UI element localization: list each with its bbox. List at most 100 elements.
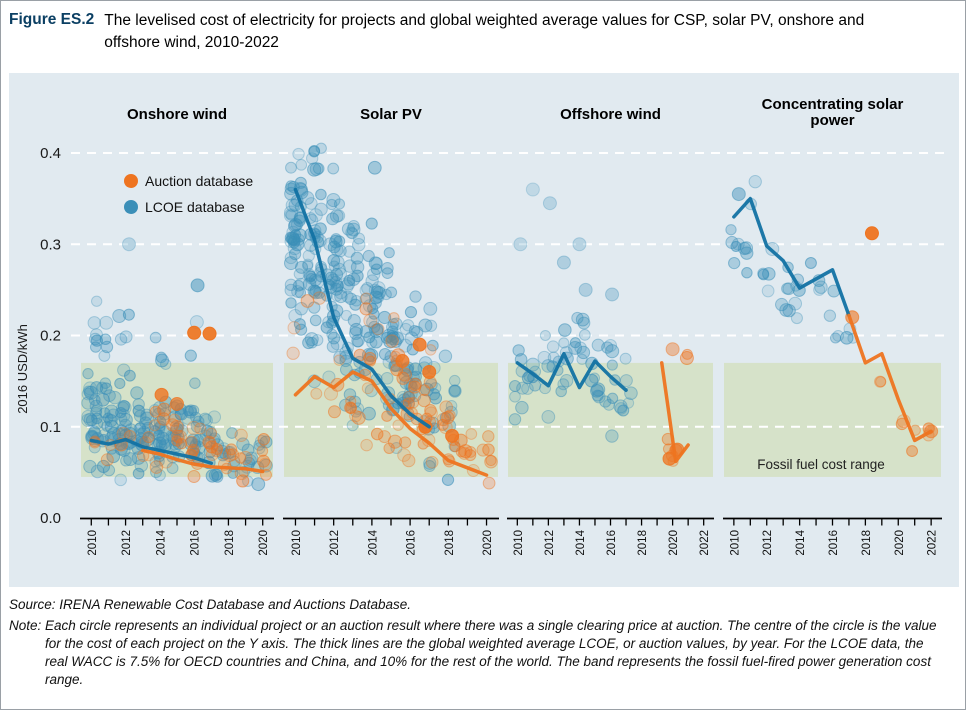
auction-trend-line <box>847 313 933 443</box>
lcoe-point <box>175 424 189 438</box>
lcoe-point <box>87 316 102 330</box>
lcoe-point <box>762 267 776 281</box>
auction-point <box>236 474 250 488</box>
lcoe-point <box>577 316 591 330</box>
lcoe-point <box>426 339 439 352</box>
lcoe-point <box>349 322 363 337</box>
lcoe-point <box>352 238 366 252</box>
auction-point <box>149 405 162 418</box>
lcoe-point <box>288 217 303 232</box>
lcoe-point <box>120 454 132 467</box>
lcoe-point <box>339 279 354 294</box>
lcoe-point <box>365 274 379 288</box>
x-tick-label: 2010 <box>513 530 525 556</box>
lcoe-point <box>210 468 223 481</box>
lcoe-point <box>509 390 521 403</box>
lcoe-point <box>340 309 352 321</box>
lcoe-point <box>95 392 110 407</box>
lcoe-point <box>101 420 113 432</box>
lcoe-point <box>165 429 178 442</box>
auction-point <box>187 470 201 484</box>
lcoe-point <box>327 254 341 267</box>
x-tick-label: 2020 <box>894 530 906 556</box>
lcoe-point <box>404 306 418 319</box>
auction-point <box>906 445 919 458</box>
lcoe-point <box>139 411 155 426</box>
lcoe-point <box>311 334 324 347</box>
x-tick-label: 2016 <box>606 530 618 556</box>
lcoe-point <box>346 272 361 286</box>
lcoe-point <box>448 384 461 397</box>
lcoe-point <box>575 312 590 327</box>
auction-point <box>154 387 169 402</box>
x-tick-label: 2022 <box>927 530 939 556</box>
lcoe-point <box>85 414 98 427</box>
lcoe-point <box>349 326 363 340</box>
auction-point <box>385 334 399 348</box>
auction-point <box>202 326 217 341</box>
lcoe-trend-line <box>515 352 628 392</box>
x-tick-label: 2014 <box>795 529 807 555</box>
lcoe-point <box>334 289 348 304</box>
figure-header: Figure ES.2 The levelised cost of electr… <box>1 1 965 55</box>
lcoe-point <box>184 349 197 362</box>
auction-trend-line <box>660 361 690 464</box>
lcoe-point <box>390 441 403 455</box>
lcoe-point <box>423 301 438 316</box>
auction-point <box>399 436 412 449</box>
auction-point <box>484 454 498 469</box>
lcoe-point <box>82 368 94 380</box>
lcoe-point <box>81 413 95 428</box>
lcoe-point <box>204 437 216 449</box>
auction-point <box>482 443 495 456</box>
lcoe-point <box>327 162 340 175</box>
lcoe-point <box>361 281 374 295</box>
lcoe-point <box>737 241 752 256</box>
auction-point <box>238 450 253 466</box>
lcoe-point <box>286 231 300 246</box>
lcoe-point <box>389 317 403 331</box>
auction-point <box>418 384 431 396</box>
lcoe-point <box>619 374 633 388</box>
lcoe-point <box>429 391 443 405</box>
lcoe-point <box>380 288 392 301</box>
auction-point <box>172 429 187 444</box>
lcoe-point <box>304 197 318 210</box>
lcoe-point <box>285 209 297 221</box>
auction-point <box>482 430 495 443</box>
lcoe-point <box>170 422 184 436</box>
lcoe-point <box>599 395 612 408</box>
auction-point <box>445 428 460 443</box>
lcoe-point <box>81 409 95 424</box>
lcoe-point <box>181 411 195 425</box>
lcoe-point <box>425 378 438 391</box>
lcoe-point <box>293 268 306 280</box>
auction-point <box>425 455 439 469</box>
auction-point <box>186 420 201 435</box>
auction-point <box>397 448 411 462</box>
lcoe-point <box>291 285 304 298</box>
lcoe-point <box>302 336 315 350</box>
lcoe-point <box>401 319 415 332</box>
auction-point <box>194 422 207 435</box>
auction-point <box>482 476 496 490</box>
auction-point <box>422 365 437 379</box>
figure-footer: Source: IRENA Renewable Cost Database an… <box>9 597 959 689</box>
lcoe-point <box>330 282 343 296</box>
lcoe-point <box>192 415 205 428</box>
x-tick-label: 2018 <box>637 530 649 556</box>
lcoe-point <box>367 160 382 175</box>
auction-point <box>287 321 301 335</box>
auction-point <box>681 348 693 360</box>
lcoe-point <box>370 285 384 298</box>
lcoe-point <box>541 409 556 424</box>
lcoe-point <box>569 337 581 349</box>
lcoe-point <box>589 372 601 384</box>
lcoe-point <box>149 455 161 468</box>
auction-point <box>171 429 185 443</box>
auction-point <box>363 351 377 366</box>
lcoe-point <box>132 398 145 411</box>
lcoe-point <box>525 182 540 197</box>
lcoe-point <box>88 425 101 438</box>
